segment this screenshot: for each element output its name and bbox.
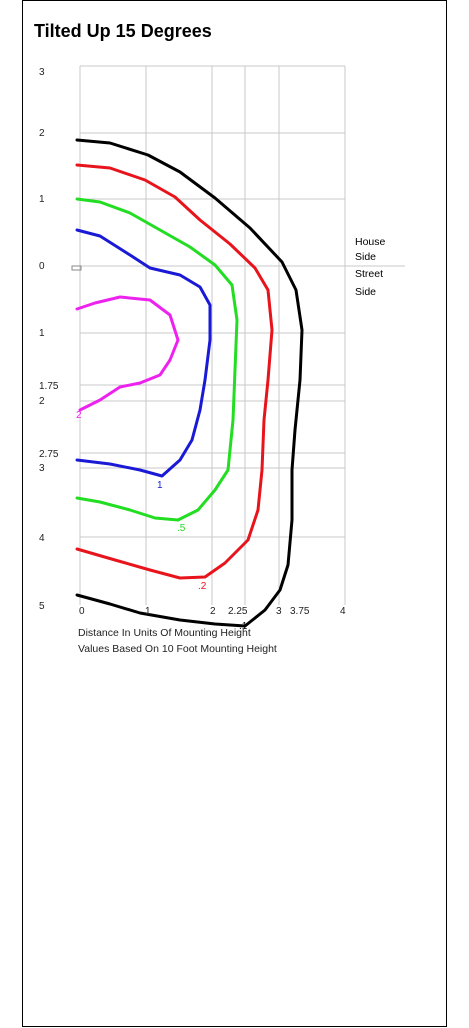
y-label: 1.75 bbox=[39, 381, 59, 392]
contour-curve bbox=[75, 163, 274, 580]
fixture-marker bbox=[71, 265, 82, 271]
side-label: Side bbox=[355, 251, 376, 263]
side-label: House bbox=[355, 236, 386, 248]
contour-curve bbox=[75, 138, 304, 628]
contour-label: 1 bbox=[157, 480, 163, 491]
x-label: 3 bbox=[276, 606, 282, 617]
y-label: 1 bbox=[39, 194, 45, 205]
side-label: Street bbox=[355, 268, 383, 280]
x-label: 1 bbox=[145, 606, 151, 617]
y-label: 3 bbox=[39, 67, 45, 78]
y-label: 0 bbox=[39, 261, 45, 272]
y-label: 5 bbox=[39, 601, 45, 612]
contour-label: .1 bbox=[239, 621, 248, 632]
side-label: Side bbox=[355, 286, 376, 298]
caption: Values Based On 10 Foot Mounting Height bbox=[78, 643, 277, 655]
y-label: 4 bbox=[39, 533, 45, 544]
x-label: 2 bbox=[210, 606, 216, 617]
contour-label: 2 bbox=[76, 410, 82, 421]
y-label: 2 bbox=[39, 128, 45, 139]
x-label: 0 bbox=[79, 606, 85, 617]
frame bbox=[22, 0, 447, 1027]
x-label: 4 bbox=[340, 606, 346, 617]
contour-curve bbox=[75, 228, 212, 478]
title: Tilted Up 15 Degrees bbox=[34, 21, 212, 41]
contour-label: .5 bbox=[177, 523, 186, 534]
x-label: 2.25 bbox=[228, 606, 248, 617]
contour-curve bbox=[75, 197, 239, 522]
caption: Distance In Units Of Mounting Height bbox=[78, 627, 251, 639]
contour-label: .2 bbox=[198, 581, 207, 592]
y-label: 3 bbox=[39, 463, 45, 474]
y-label: 2 bbox=[39, 396, 45, 407]
x-label: 3.75 bbox=[290, 606, 310, 617]
contour-curve bbox=[75, 295, 180, 412]
y-label: 1 bbox=[39, 328, 45, 339]
y-label: 2.75 bbox=[39, 449, 59, 460]
